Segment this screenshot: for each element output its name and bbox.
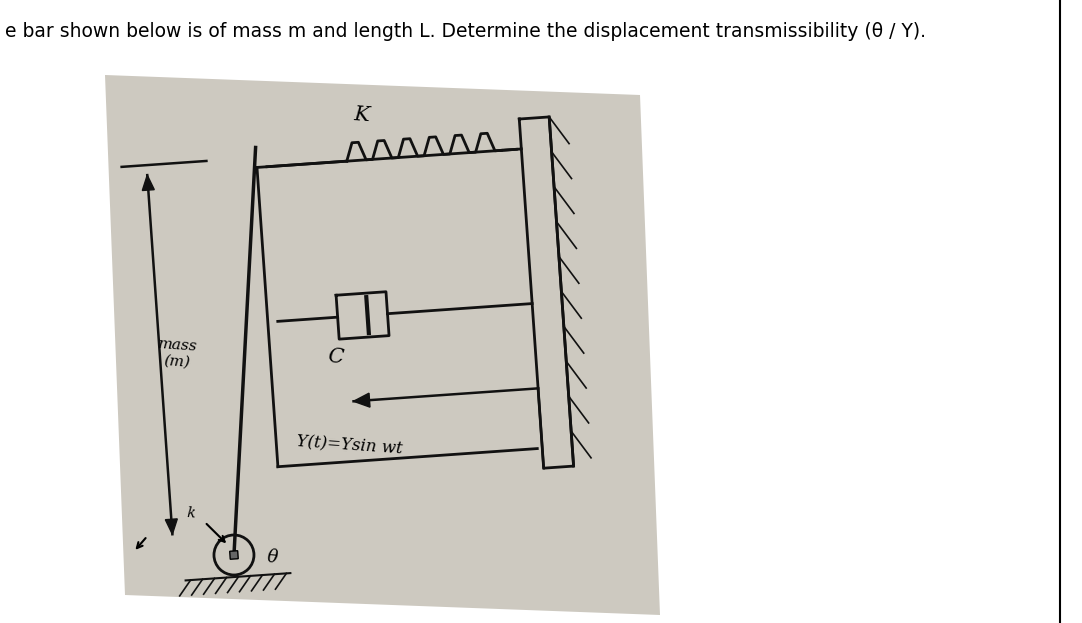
Polygon shape xyxy=(166,519,177,535)
Bar xyxy=(229,551,238,559)
Text: k: k xyxy=(186,506,196,520)
Polygon shape xyxy=(143,175,155,191)
Text: K: K xyxy=(353,105,370,125)
Text: mass
(m): mass (m) xyxy=(157,337,198,370)
Text: C: C xyxy=(327,348,344,368)
Text: θ: θ xyxy=(266,548,278,567)
Text: e bar shown below is of mass m and length L. Determine the displacement transmis: e bar shown below is of mass m and lengt… xyxy=(5,22,926,41)
Polygon shape xyxy=(354,393,370,407)
Polygon shape xyxy=(105,75,660,615)
Text: Y(t)=Ysin wt: Y(t)=Ysin wt xyxy=(295,434,403,458)
